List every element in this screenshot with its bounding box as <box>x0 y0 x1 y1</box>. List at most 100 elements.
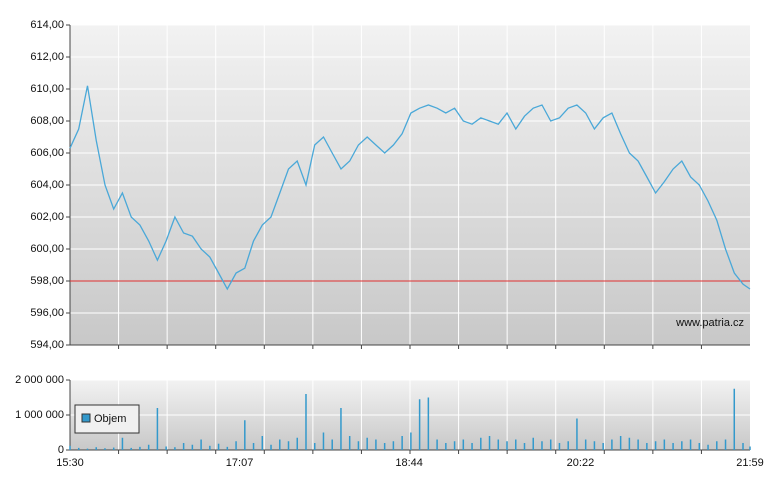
volume-bar <box>165 446 167 450</box>
volume-bar <box>104 448 106 450</box>
y-tick-label: 596,00 <box>30 307 64 319</box>
y-tick-label: 1 000 000 <box>15 409 64 421</box>
volume-bar <box>191 444 194 450</box>
legend-box <box>74 404 140 434</box>
volume-bar <box>121 437 124 450</box>
volume-bar <box>436 439 438 450</box>
volume-bar <box>541 441 543 450</box>
y-tick-label: 598,00 <box>30 275 64 287</box>
volume-bar <box>357 441 360 450</box>
volume-bar <box>646 443 648 450</box>
volume-bar <box>707 444 709 450</box>
y-tick-label: 612,00 <box>30 51 64 63</box>
y-tick-label: 602,00 <box>30 211 64 223</box>
volume-bar <box>182 443 185 450</box>
volume-bar <box>112 447 115 450</box>
x-tick-label: 18:44 <box>395 457 423 469</box>
volume-bar <box>217 443 220 450</box>
volume-bar <box>427 397 430 450</box>
volume-bar <box>279 439 281 450</box>
volume-bar <box>506 441 508 450</box>
volume-bar <box>200 439 202 450</box>
volume-bar <box>209 445 211 450</box>
x-tick-label: 15:30 <box>56 457 84 469</box>
volume-bar <box>619 436 622 450</box>
volume-bar <box>611 439 613 450</box>
volume-bar <box>252 443 255 450</box>
volume-bar <box>672 443 674 450</box>
volume-bar <box>663 439 666 450</box>
volume-bar <box>523 443 526 450</box>
volume-bar <box>313 443 316 450</box>
volume-bar <box>244 420 246 450</box>
volume-bar <box>69 445 71 450</box>
volume-bar <box>558 443 561 450</box>
volume-bar <box>235 441 237 450</box>
volume-bar <box>654 441 657 450</box>
volume-bar <box>584 439 587 450</box>
volume-bar <box>689 439 692 450</box>
price-line <box>69 85 751 291</box>
volume-bar <box>296 437 298 450</box>
volume-bar <box>733 388 736 450</box>
source: www.patria.cz <box>675 317 744 329</box>
volume-bar <box>375 439 377 450</box>
volume-bar <box>139 446 141 450</box>
legend-label: Objem <box>94 413 126 425</box>
legend-swatch <box>81 413 91 423</box>
volume-bar <box>366 437 368 450</box>
volume-bar <box>331 439 333 450</box>
y-tick-label: 608,00 <box>30 115 64 127</box>
x-tick-label: 21:59 <box>736 457 764 469</box>
volume-bar <box>287 441 290 450</box>
volume-bar <box>742 443 744 450</box>
volume-bar <box>445 443 447 450</box>
volume-bar <box>515 439 517 450</box>
volume-bar <box>480 437 482 450</box>
volume-bar <box>628 437 631 450</box>
volume-bar <box>681 441 683 450</box>
x-tick-label: 17:07 <box>226 457 254 469</box>
volume-bar <box>576 418 578 450</box>
volume-bar <box>637 439 639 450</box>
volume-bar <box>270 444 272 450</box>
x-tick-label: 20:22 <box>567 457 595 469</box>
volume-bar <box>549 439 552 450</box>
volume-bar <box>147 444 150 450</box>
y-tick-label: 604,00 <box>30 179 64 191</box>
y-tick-label: 610,00 <box>30 83 64 95</box>
volume-bar <box>497 439 500 450</box>
y-tick-label: 606,00 <box>30 147 64 159</box>
volume-bar <box>593 441 596 450</box>
volume-bar <box>261 436 264 450</box>
volume-bar <box>348 436 351 450</box>
volume-bar <box>418 399 421 450</box>
volume-bar <box>95 447 97 450</box>
y-tick-label: 594,00 <box>30 339 64 351</box>
volume-bar <box>340 408 342 450</box>
volume-bar <box>174 447 176 450</box>
y-tick-label: 614,00 <box>30 19 64 31</box>
volume-bar <box>724 439 727 450</box>
volume-bar <box>567 441 569 450</box>
volume-bar <box>392 441 395 450</box>
volume-bar <box>453 441 456 450</box>
volume-bar <box>532 437 534 450</box>
y-tick-label: 2 000 000 <box>15 374 64 386</box>
volume-bar <box>130 447 132 450</box>
volume-bar <box>488 436 491 450</box>
volume-bar <box>401 436 403 450</box>
volume-bar <box>716 441 718 450</box>
volume-bar <box>410 432 412 450</box>
volume-bar <box>305 394 307 450</box>
volume-bar <box>86 448 89 450</box>
volume-bar <box>698 443 701 450</box>
volume-bar <box>156 408 159 450</box>
volume-bar <box>749 446 751 450</box>
volume-bar <box>322 432 325 450</box>
volume-bar <box>602 443 604 450</box>
volume-bar <box>471 443 473 450</box>
volume-bar <box>462 439 465 450</box>
